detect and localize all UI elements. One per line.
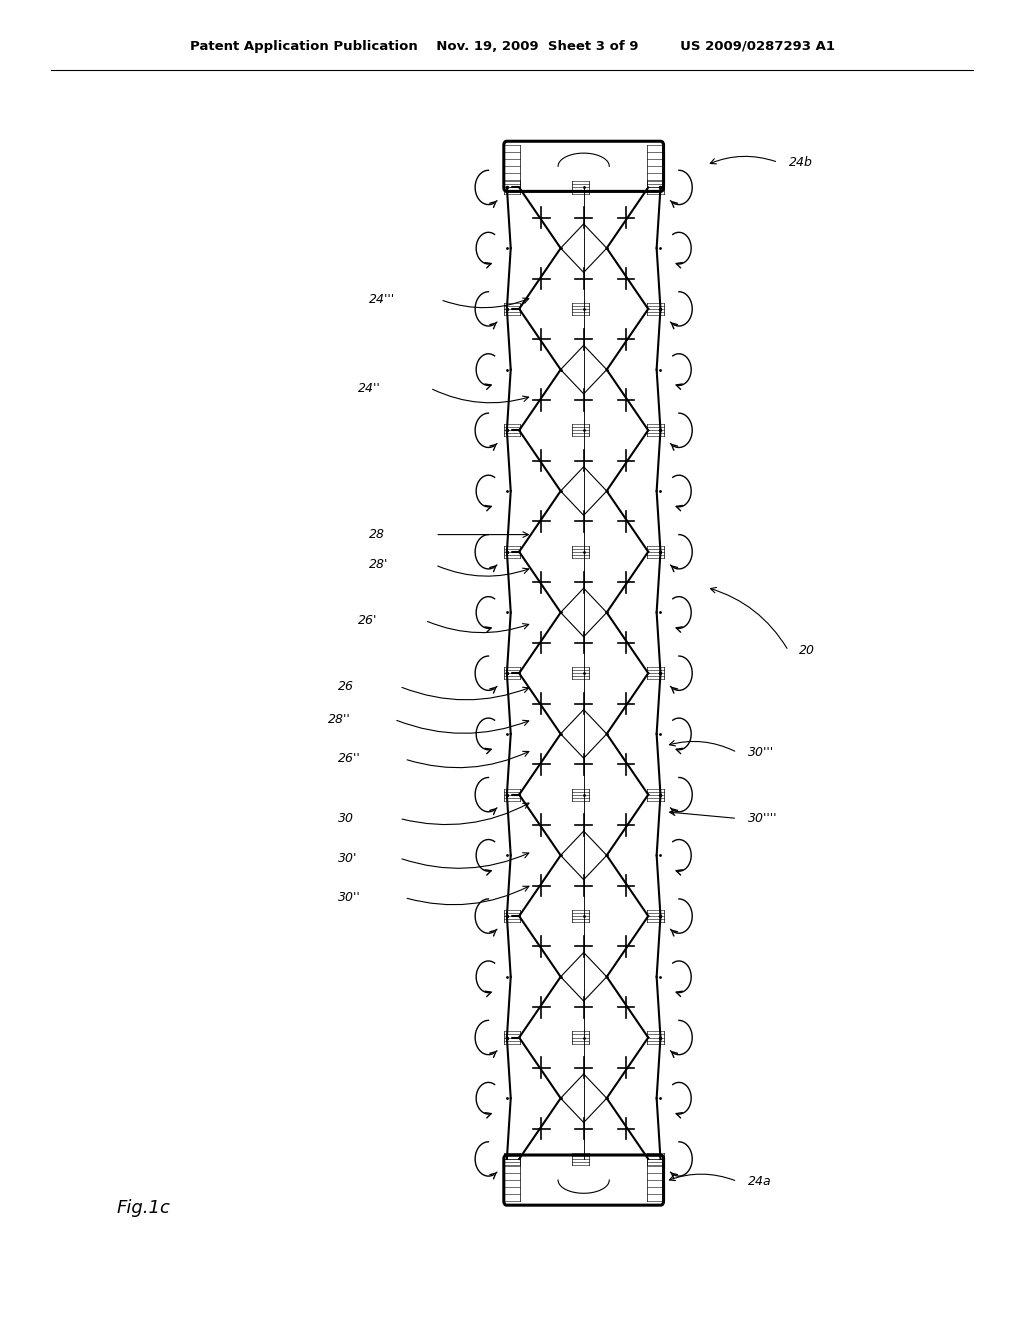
Text: 30'''': 30'''' xyxy=(748,812,777,825)
FancyBboxPatch shape xyxy=(504,1155,664,1205)
Text: 26'': 26'' xyxy=(338,752,360,766)
Text: 24b: 24b xyxy=(788,156,812,169)
Text: 28: 28 xyxy=(369,528,385,541)
Text: 24'': 24'' xyxy=(358,381,381,395)
Text: 26: 26 xyxy=(338,680,354,693)
Text: 30': 30' xyxy=(338,851,357,865)
Text: 24''': 24''' xyxy=(369,293,395,306)
FancyBboxPatch shape xyxy=(504,141,664,191)
Text: 28': 28' xyxy=(369,558,388,572)
Text: 24a: 24a xyxy=(748,1175,771,1188)
Text: 20: 20 xyxy=(799,644,815,657)
Text: 30'': 30'' xyxy=(338,891,360,904)
Text: 28'': 28'' xyxy=(328,713,350,726)
Text: 26': 26' xyxy=(358,614,378,627)
Text: 30''': 30''' xyxy=(748,746,774,759)
Text: Fig.1c: Fig.1c xyxy=(117,1199,170,1217)
Text: 30: 30 xyxy=(338,812,354,825)
Text: Patent Application Publication    Nov. 19, 2009  Sheet 3 of 9         US 2009/02: Patent Application Publication Nov. 19, … xyxy=(189,40,835,53)
